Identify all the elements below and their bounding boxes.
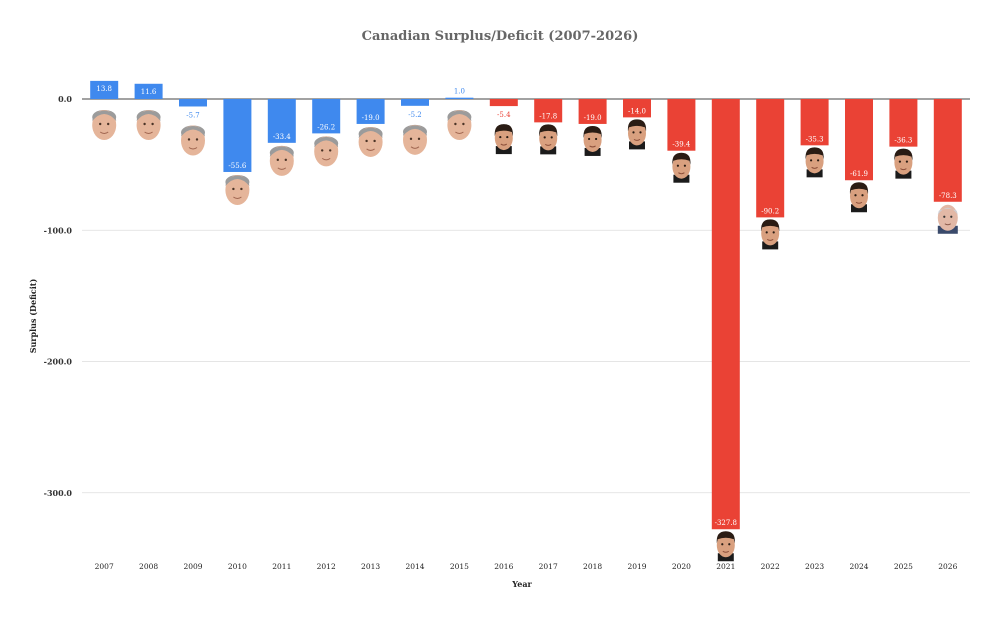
trudeau-face-icon (805, 147, 824, 178)
bar-2017 (534, 99, 563, 123)
bar-series (90, 80, 962, 530)
trudeau-face-icon (761, 219, 780, 250)
x-tick-label: 2011 (272, 562, 291, 571)
harper-face-icon (358, 126, 383, 157)
trudeau-face-icon (894, 148, 913, 179)
leader-faces (92, 110, 958, 562)
y-tick-label: -100.0 (44, 225, 73, 235)
data-label: -5.7 (186, 111, 200, 119)
x-axis-title: Year (511, 579, 532, 589)
bar-2009 (179, 99, 207, 107)
harper-face-icon (136, 110, 161, 140)
bar-2023 (800, 99, 829, 146)
y-tick-label: 0.0 (58, 94, 72, 104)
harper-face-icon (447, 110, 472, 140)
harper-face-icon (92, 110, 117, 140)
y-tick-label: -200.0 (44, 357, 73, 367)
data-labels: 13.8 11.6 -5.7 -55.6 -33.4 -26.2 -19.0 -5.2 1.0 -… (96, 85, 956, 527)
bar-2012 (312, 99, 341, 134)
x-tick-label: 2013 (361, 562, 380, 571)
trudeau-face-icon (539, 124, 558, 155)
bar-2014 (401, 99, 429, 106)
bar-2022 (756, 99, 785, 218)
bar-2015 (445, 97, 474, 99)
harper-face-icon (314, 136, 339, 167)
x-tick-label: 2020 (672, 562, 691, 571)
x-tick-label: 2012 (317, 562, 336, 571)
x-tick-label: 2016 (494, 562, 513, 571)
x-tick-label: 2018 (583, 562, 602, 571)
x-tick-label: 2014 (405, 562, 424, 571)
data-label: -5.4 (497, 111, 511, 119)
y-axis-title: Surplus (Deficit) (28, 279, 38, 354)
bar-2007 (90, 80, 119, 99)
x-tick-label: 2024 (849, 562, 868, 571)
data-label: -35.3 (806, 135, 824, 143)
trudeau-face-icon (583, 125, 602, 156)
x-tick-label: 2019 (627, 562, 646, 571)
x-tick-label: 2021 (716, 562, 735, 571)
x-tick-label: 2008 (139, 562, 158, 571)
harper-face-icon (225, 174, 250, 205)
bar-2025 (889, 99, 918, 147)
data-label: -26.2 (317, 123, 335, 131)
bar-2011 (267, 99, 296, 143)
x-tick-label: 2023 (805, 562, 824, 571)
x-tick-label: 2026 (938, 562, 957, 571)
data-label: -55.6 (228, 162, 246, 170)
x-tick-label: 2025 (894, 562, 913, 571)
bar-2016 (489, 99, 518, 107)
x-tick-label: 2017 (539, 562, 558, 571)
data-label: -33.4 (273, 133, 291, 141)
data-label: -39.4 (672, 141, 690, 149)
bar-2018 (578, 99, 607, 124)
bar-2020 (667, 99, 696, 151)
data-label: 11.6 (141, 88, 157, 96)
grid-lines (82, 98, 970, 494)
carney-face-icon (937, 204, 958, 234)
data-label: -36.3 (894, 137, 912, 145)
bar-2019 (623, 99, 651, 118)
data-label: -5.2 (408, 111, 422, 119)
trudeau-face-icon (494, 124, 513, 155)
bar-2008 (134, 83, 163, 99)
bar-2010 (223, 99, 252, 172)
bar-2026 (933, 99, 962, 202)
bar-2013 (356, 99, 385, 124)
y-axis-ticks: 0.0 -100.0 -200.0 -300.0 (44, 94, 73, 498)
data-label: -78.3 (939, 192, 957, 200)
data-label: 1.0 (454, 88, 465, 96)
x-axis-ticks: 2007 2008 2009 2010 2011 2012 2013 2014 2015 2016… (95, 562, 958, 571)
x-tick-label: 2009 (183, 562, 202, 571)
data-label: -327.8 (715, 519, 737, 527)
trudeau-face-icon (716, 531, 735, 562)
trudeau-face-icon (627, 119, 647, 150)
data-label: -19.0 (584, 114, 602, 122)
harper-face-icon (269, 145, 294, 176)
bar-2024 (845, 99, 873, 181)
chart-title: Canadian Surplus/Deficit (2007-2026) (362, 29, 639, 44)
harper-face-icon (181, 125, 205, 156)
x-tick-label: 2015 (450, 562, 469, 571)
x-tick-label: 2010 (228, 562, 247, 571)
harper-face-icon (403, 124, 427, 155)
data-label: 13.8 (96, 85, 112, 93)
y-tick-label: -300.0 (44, 488, 73, 498)
data-label: -17.8 (539, 112, 557, 120)
trudeau-face-icon (672, 152, 691, 183)
data-label: -14.0 (628, 107, 646, 115)
x-tick-label: 2007 (95, 562, 114, 571)
data-label: -61.9 (850, 170, 868, 178)
x-tick-label: 2022 (761, 562, 780, 571)
bar-2021 (711, 99, 740, 530)
trudeau-face-icon (849, 182, 869, 213)
data-label: -90.2 (761, 207, 779, 215)
data-label: -19.0 (362, 114, 380, 122)
